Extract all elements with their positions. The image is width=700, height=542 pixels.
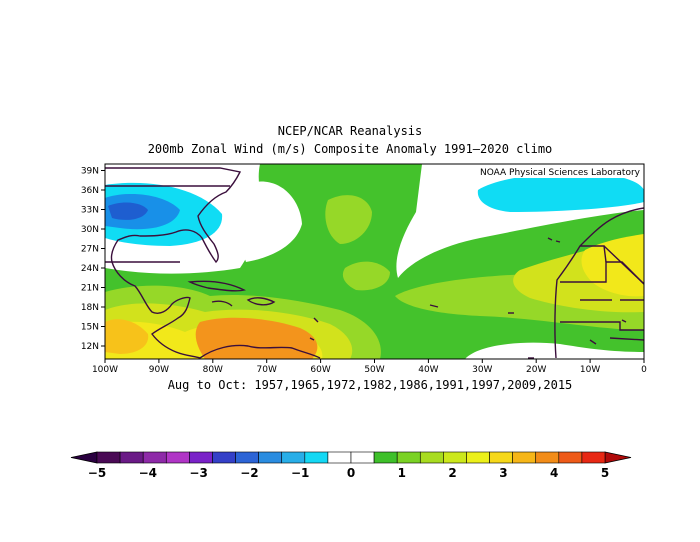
- lon-tick-label: 100W: [92, 365, 118, 375]
- lon-tick-label: 20W: [526, 365, 546, 375]
- colorbar-bin: [235, 451, 259, 464]
- colorbar-bin: [96, 451, 121, 464]
- colorbar-bin: [558, 451, 583, 464]
- credit-text: NOAA Physical Sciences Laboratory: [480, 168, 641, 178]
- field-zero-center: [241, 181, 302, 262]
- colorbar-bin: [142, 451, 167, 464]
- field-zero-south: [465, 342, 644, 359]
- colorbar-bin: [419, 451, 444, 464]
- colorbar-bin: [304, 451, 329, 464]
- colorbar-bin: [281, 451, 306, 464]
- field-pos2-center: [325, 195, 372, 244]
- chart-title: NCEP/NCAR Reanalysis: [277, 124, 423, 138]
- lat-tick-label: 33N: [81, 206, 99, 216]
- colorbar-bin: [489, 451, 513, 464]
- composite-years-caption: Aug to Oct: 1957,1965,1972,1982,1986,199…: [167, 378, 573, 392]
- colorbar-label: 1: [398, 466, 406, 480]
- lon-tick-label: 40W: [418, 365, 438, 375]
- colorbar-label: 5: [601, 466, 609, 480]
- colorbar-label: −3: [189, 466, 207, 480]
- colorbar-bin: [212, 451, 236, 464]
- lon-tick-label: 60W: [310, 365, 330, 375]
- lon-tick-label: 10W: [580, 365, 600, 375]
- latitude-axis: 39N 36N 33N 30N 27N 24N 21N 18N 15N 12N: [81, 167, 105, 352]
- field-pos5-south: [105, 319, 149, 354]
- chart-subtitle: 200mb Zonal Wind (m/s) Composite Anomaly…: [147, 142, 553, 156]
- lon-tick-label: 70W: [257, 365, 277, 375]
- field-pos2-mid: [342, 261, 390, 291]
- colorbar-bin: [466, 451, 490, 464]
- field-neg-west-3: [108, 202, 148, 220]
- lat-tick-label: 12N: [81, 342, 99, 352]
- credit-box: NOAA Physical Sciences Laboratory: [458, 165, 643, 178]
- colorbar-bin: [258, 451, 283, 464]
- lat-tick-label: 21N: [81, 284, 99, 294]
- colorbar-bin: [165, 451, 190, 464]
- colorbar-bin: [350, 451, 375, 464]
- field-pos4-east: [581, 234, 644, 297]
- lat-tick-label: 30N: [81, 225, 99, 235]
- colorbar-bin: [512, 451, 537, 464]
- colorbar-label: 2: [448, 466, 456, 480]
- lon-tick-label: 90W: [149, 365, 169, 375]
- colorbar-label: −5: [88, 466, 106, 480]
- field-pos5-core: [195, 317, 318, 359]
- lon-tick-label: 0: [641, 365, 647, 375]
- colorbar-bin: [119, 451, 144, 464]
- lon-tick-label: 50W: [364, 365, 384, 375]
- colorbar-bin: [189, 451, 213, 464]
- colorbar-label: 4: [550, 466, 558, 480]
- lat-tick-label: 27N: [81, 245, 99, 255]
- lat-tick-label: 18N: [81, 303, 99, 313]
- lat-tick-label: 39N: [81, 167, 99, 177]
- lat-tick-label: 36N: [81, 186, 99, 196]
- lat-tick-label: 24N: [81, 264, 99, 274]
- colorbar-bin: [327, 451, 352, 464]
- colorbar-bin: [373, 451, 398, 464]
- lon-tick-label: 30W: [472, 365, 492, 375]
- coastlines: [105, 167, 644, 359]
- field-neg-east: [477, 172, 644, 212]
- colorbar-bin: [443, 451, 467, 464]
- colorbar-bin: [581, 451, 606, 464]
- colorbar-label: −2: [240, 466, 258, 480]
- colorbar-label: 3: [499, 466, 507, 480]
- colorbar-high-arrow: [604, 451, 632, 464]
- colorbar-bin: [535, 451, 560, 464]
- colorbar-label: −4: [139, 466, 157, 480]
- colorbar-label: 0: [347, 466, 355, 480]
- longitude-axis: 100W 90W 80W 70W 60W 50W 40W 30W 20W 10W 0: [92, 359, 647, 375]
- lat-tick-label: 15N: [81, 323, 99, 333]
- colorbar-bin: [396, 451, 421, 464]
- lon-tick-label: 80W: [203, 365, 223, 375]
- colorbar: −5 −4 −3 −2 −1 0 1 2 3 4 5: [70, 451, 632, 480]
- anomaly-field: [105, 164, 644, 359]
- colorbar-low-arrow: [70, 451, 98, 464]
- colorbar-label: −1: [291, 466, 309, 480]
